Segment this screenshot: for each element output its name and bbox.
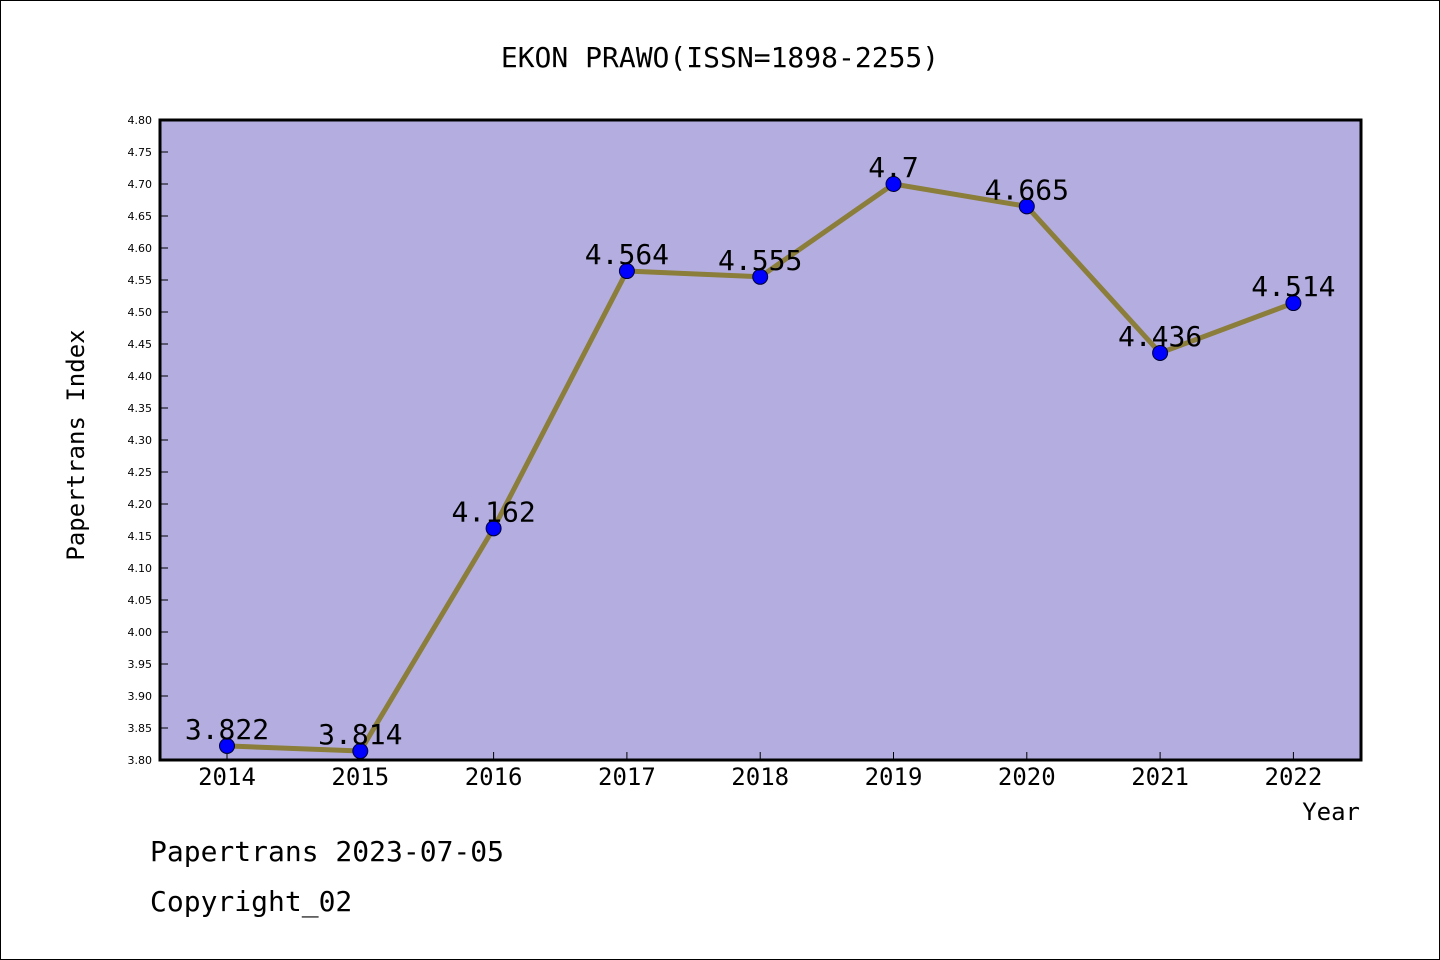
y-tick-label: 4.20 bbox=[128, 498, 153, 511]
y-tick-label: 4.35 bbox=[128, 402, 153, 415]
x-tick-label: 2017 bbox=[598, 763, 656, 791]
x-axis: 2014 2015 2016 2017 2018 2019 2020 2021 2022 bbox=[198, 752, 1322, 791]
chart-title: EKON PRAWO(ISSN=1898-2255) bbox=[501, 41, 939, 74]
x-tick-label: 2022 bbox=[1265, 763, 1323, 791]
data-label: 3.814 bbox=[318, 718, 402, 751]
data-point bbox=[752, 268, 769, 285]
data-label: 4.564 bbox=[585, 238, 669, 271]
data-labels: 3.822 3.814 4.162 4.564 4.555 4.7 4.665 4.436 4.… bbox=[185, 151, 1336, 751]
data-label: 4.7 bbox=[868, 151, 919, 184]
y-tick-label: 4.40 bbox=[128, 370, 153, 383]
data-point bbox=[1018, 198, 1035, 215]
y-tick-label: 4.65 bbox=[128, 210, 153, 223]
plot-border bbox=[158, 118, 1363, 762]
data-point bbox=[219, 737, 235, 754]
y-tick-label: 4.00 bbox=[128, 626, 153, 639]
x-axis-label: Year bbox=[1302, 798, 1360, 826]
x-tick-label: 2018 bbox=[731, 763, 789, 791]
y-axis-label: Papertrans Index bbox=[62, 329, 90, 560]
y-tick-label: 3.80 bbox=[128, 754, 153, 767]
x-tick-label: 2015 bbox=[331, 763, 389, 791]
x-tick-label: 2020 bbox=[998, 763, 1056, 791]
footer-source: Papertrans 2023-07-05 bbox=[150, 835, 505, 868]
y-tick-label: 4.80 bbox=[128, 114, 153, 127]
data-point bbox=[885, 176, 902, 192]
y-axis: 3.80 3.85 3.90 3.95 4.00 4.05 4.10 4.15 4.20 4.25… bbox=[128, 114, 168, 767]
y-tick-label: 3.95 bbox=[128, 658, 153, 671]
y-tick-label: 4.10 bbox=[128, 562, 153, 575]
data-label: 4.162 bbox=[451, 495, 535, 528]
data-label: 4.665 bbox=[985, 173, 1069, 206]
data-label: 4.555 bbox=[718, 244, 802, 277]
y-tick-label: 4.50 bbox=[128, 306, 153, 319]
data-label: 3.822 bbox=[185, 713, 269, 746]
plot-area bbox=[160, 120, 1361, 760]
y-tick-label: 4.70 bbox=[128, 178, 153, 191]
y-tick-label: 4.05 bbox=[128, 594, 153, 607]
y-tick-label: 3.85 bbox=[128, 722, 153, 735]
data-point bbox=[1285, 295, 1302, 312]
y-tick-label: 3.90 bbox=[128, 690, 153, 703]
y-tick-label: 4.25 bbox=[128, 466, 153, 479]
data-point bbox=[1152, 344, 1169, 361]
x-tick-label: 2014 bbox=[198, 763, 256, 791]
y-tick-label: 4.15 bbox=[128, 530, 153, 543]
data-point bbox=[485, 520, 502, 537]
data-label: 4.514 bbox=[1251, 270, 1335, 303]
y-tick-label: 4.30 bbox=[128, 434, 153, 447]
data-label: 4.436 bbox=[1118, 320, 1202, 353]
footer-copyright: Copyright_02 bbox=[150, 885, 353, 918]
y-tick-label: 4.45 bbox=[128, 338, 153, 351]
x-tick-label: 2016 bbox=[465, 763, 523, 791]
x-tick-label: 2019 bbox=[865, 763, 923, 791]
y-tick-label: 4.55 bbox=[128, 274, 153, 287]
y-tick-label: 4.60 bbox=[128, 242, 153, 255]
y-tick-label: 4.75 bbox=[128, 146, 153, 159]
data-point bbox=[618, 263, 635, 280]
x-tick-label: 2021 bbox=[1131, 763, 1189, 791]
